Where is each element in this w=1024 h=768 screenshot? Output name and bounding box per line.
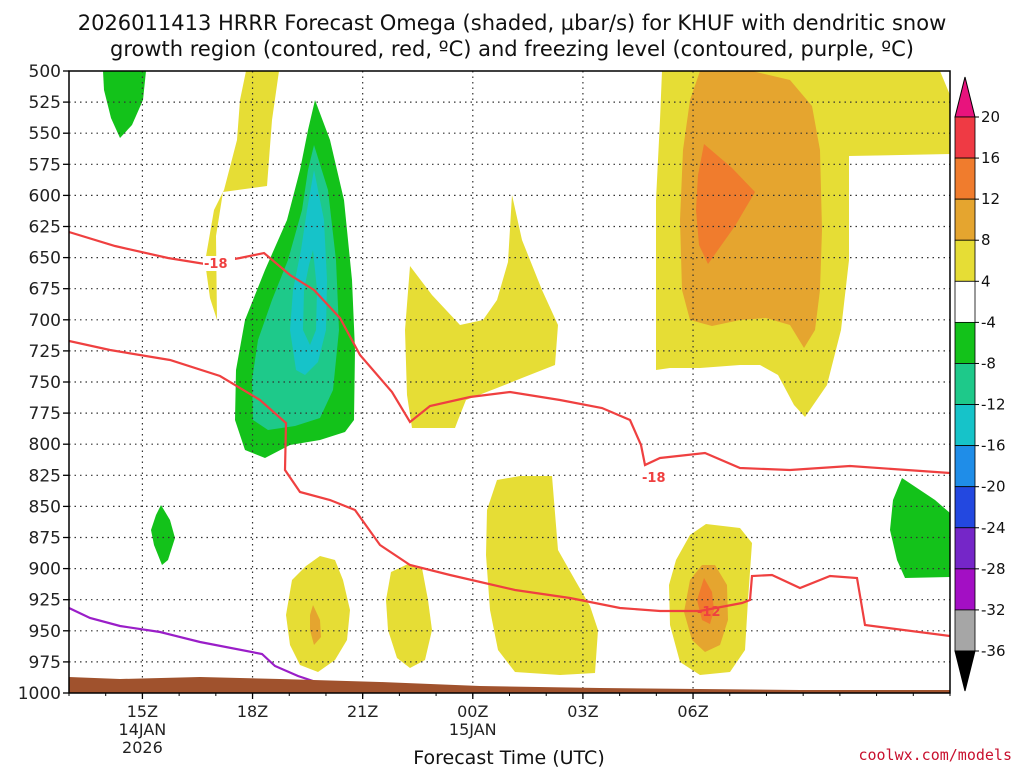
y-axis: 500 525 550 575 600 625 650 675 700 725 750 775 800 8… <box>18 62 69 704</box>
colorbar-swatch <box>954 363 976 405</box>
shaded-yellow-low-pocket-a <box>286 556 350 672</box>
chart-title-line2: growth region (contoured, red, ºC) and f… <box>110 37 914 61</box>
ground-surface <box>69 677 950 693</box>
dgz-contour-lower <box>69 339 950 638</box>
colorbar-swatch <box>954 568 976 611</box>
colorbar-over-triangle <box>954 76 976 118</box>
y-tick-label: 600 <box>29 186 61 206</box>
shaded-yellow-upper-left <box>205 71 279 320</box>
colorbar-swatch <box>954 609 976 652</box>
shaded-teal-inner <box>303 250 317 345</box>
y-tick-label: 650 <box>29 249 61 269</box>
colorbar-label: -20 <box>981 478 1006 496</box>
y-tick-label: 775 <box>29 404 61 424</box>
shaded-omega-layer <box>103 71 950 675</box>
x-tick-date: 14JAN <box>119 720 167 739</box>
shaded-green-upper-left <box>103 71 146 138</box>
shaded-green-small-left <box>151 505 175 565</box>
colorbar-swatch <box>954 486 976 529</box>
colorbar-label: -4 <box>981 313 996 331</box>
colorbar-label: -8 <box>981 354 996 372</box>
y-tick-label: 850 <box>29 497 61 517</box>
y-tick-label: 875 <box>29 529 61 549</box>
colorbar: 20 16 12 8 4 -4 -8 -12 -16 -20 -24 -28 -32 -36 <box>954 76 1006 692</box>
colorbar-label: -28 <box>981 560 1006 578</box>
grid-lines <box>69 71 950 693</box>
x-axis-label: Forecast Time (UTC) <box>413 747 604 768</box>
colorbar-swatch <box>954 445 976 488</box>
dgz-contours: -18 -18 -12 <box>69 230 950 638</box>
shaded-goldenrod-low-pocket <box>310 605 321 645</box>
colorbar-label: 12 <box>981 190 1000 208</box>
y-tick-label: 550 <box>29 124 61 144</box>
colorbar-label: -16 <box>981 437 1006 455</box>
colorbar-under-triangle <box>954 650 976 692</box>
freezing-level-contour <box>68 607 317 684</box>
y-tick-label: 675 <box>29 280 61 300</box>
y-tick-label: 625 <box>29 218 61 238</box>
dgz-label-1: -18 <box>204 257 228 272</box>
y-tick-label: 500 <box>29 62 61 82</box>
x-tick-year: 2026 <box>122 738 163 757</box>
colorbar-swatch <box>954 321 976 364</box>
colorbar-swatch <box>954 239 976 282</box>
x-tick-label: 15Z <box>127 702 158 721</box>
colorbar-label: -36 <box>981 642 1006 660</box>
y-tick-label: 925 <box>29 591 61 611</box>
y-tick-label: 725 <box>29 342 61 362</box>
y-tick-label: 975 <box>29 653 61 673</box>
colorbar-label: 20 <box>981 108 1000 126</box>
shaded-goldenrod-positive <box>680 71 822 348</box>
colorbar-label: -32 <box>981 601 1006 619</box>
x-tick-date: 15JAN <box>449 720 497 739</box>
x-tick-label: 00Z <box>457 702 488 721</box>
chart-title-line1: 2026011413 HRRR Forecast Omega (shaded, … <box>78 11 947 35</box>
dgz-label-3: -12 <box>697 605 721 620</box>
colorbar-swatch <box>954 404 976 447</box>
colorbar-label: 4 <box>981 272 991 290</box>
y-tick-label: 825 <box>29 466 61 486</box>
y-tick-label: 700 <box>29 311 61 331</box>
y-tick-label: 750 <box>29 373 61 393</box>
y-tick-label: 575 <box>29 155 61 175</box>
colorbar-label: -24 <box>981 519 1006 537</box>
colorbar-label: 16 <box>981 149 1000 167</box>
x-tick-label: 03Z <box>567 702 598 721</box>
y-tick-label: 800 <box>29 435 61 455</box>
shaded-yellow-mid <box>405 195 558 428</box>
colorbar-swatch <box>954 116 976 159</box>
shaded-orange-low-right <box>697 578 714 624</box>
colorbar-swatch <box>954 198 976 241</box>
colorbar-label: -12 <box>981 396 1006 414</box>
colorbar-swatch <box>954 280 976 323</box>
credit-text: coolwx.com/models <box>858 746 1012 764</box>
shaded-orange-positive <box>696 144 755 264</box>
shaded-green-low-right <box>890 478 950 578</box>
x-tick-label: 06Z <box>677 702 708 721</box>
shaded-yellow-low-pocket-b <box>386 564 432 668</box>
colorbar-label: 8 <box>981 231 991 249</box>
y-tick-label: 525 <box>29 93 61 113</box>
x-tick-label: 21Z <box>347 702 378 721</box>
colorbar-swatch <box>954 527 976 570</box>
dgz-contour-upper <box>69 230 950 475</box>
dgz-label-2: -18 <box>642 471 666 486</box>
colorbar-swatch <box>954 157 976 200</box>
y-tick-label: 900 <box>29 560 61 580</box>
y-tick-label: 1000 <box>18 684 61 704</box>
y-tick-label: 950 <box>29 622 61 642</box>
shaded-yellow-low-center <box>486 476 598 675</box>
x-tick-label: 18Z <box>237 702 268 721</box>
